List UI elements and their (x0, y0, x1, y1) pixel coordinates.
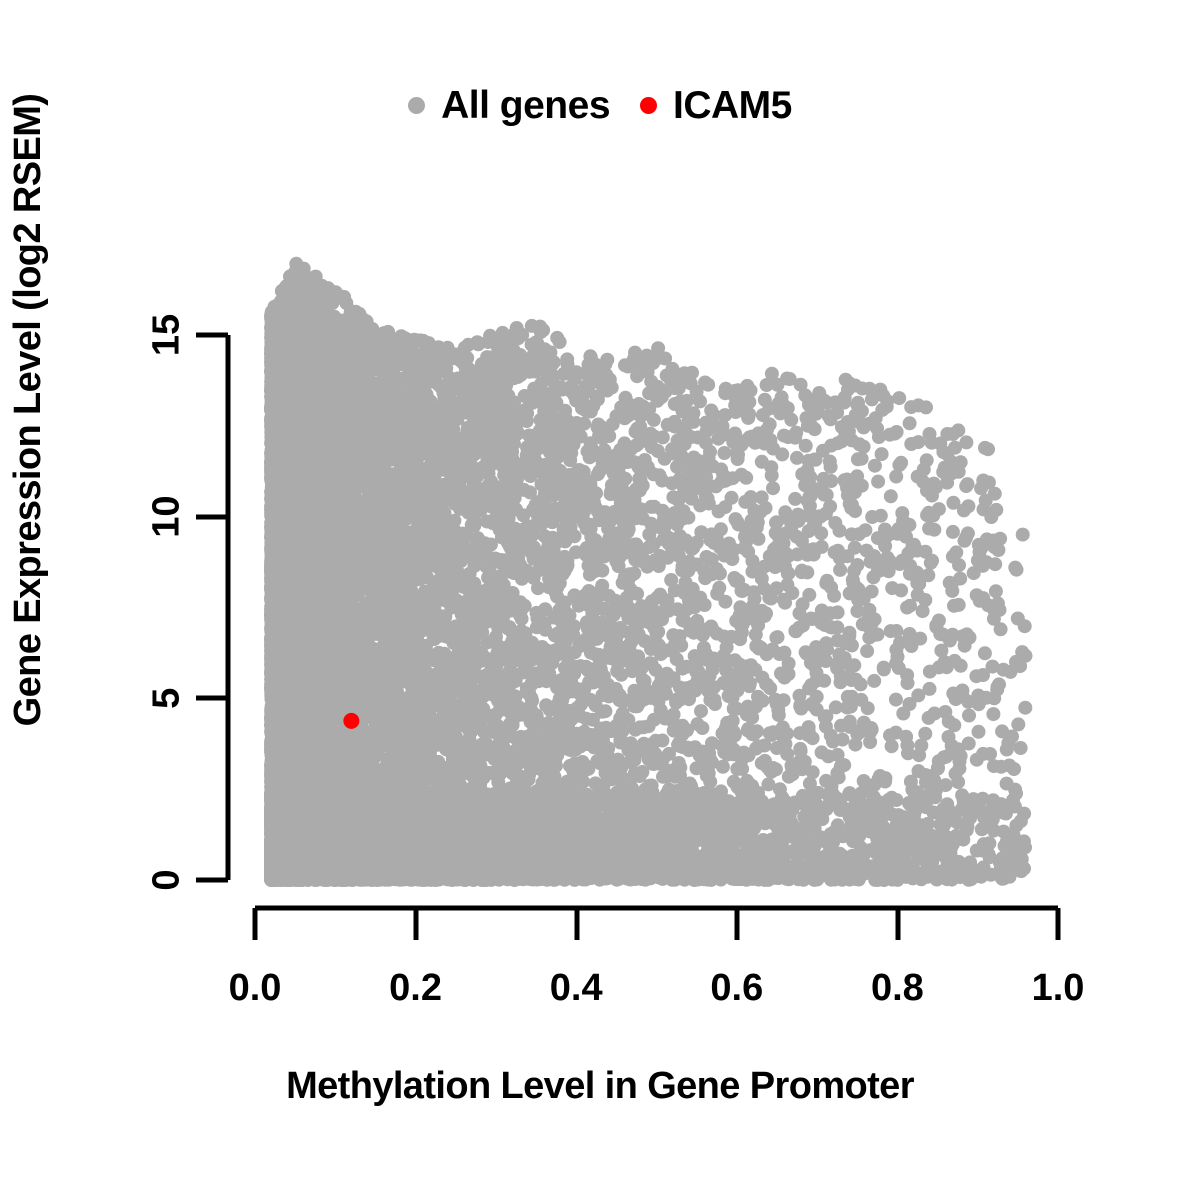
legend-item-icam5: ICAM5 (640, 86, 792, 125)
legend-marker-circle-icon (640, 97, 658, 114)
y-tick-label: 15 (145, 314, 187, 356)
x-tick-label: 0.0 (229, 967, 282, 1009)
legend-label-icam5: ICAM5 (673, 84, 792, 127)
x-axis-tick-labels: 0.0 0.2 0.4 0.6 0.8 1.0 (229, 967, 1085, 1009)
data-points-layer (264, 256, 1033, 887)
legend-label-all-genes: All genes (441, 84, 611, 127)
x-axis-title: Methylation Level in Gene Promoter (286, 1065, 914, 1107)
y-tick-label: 5 (145, 688, 187, 709)
y-tick-label: 0 (145, 869, 187, 890)
x-tick-label: 0.6 (710, 967, 763, 1009)
legend-marker-circle-icon (408, 97, 426, 114)
x-tick-label: 1.0 (1032, 967, 1085, 1009)
x-axis-line (252, 905, 1061, 940)
y-tick-label: 10 (145, 496, 187, 538)
x-tick-label: 0.8 (871, 967, 924, 1009)
legend: All genes ICAM5 (0, 86, 1200, 125)
icam5-data-point (343, 712, 360, 729)
y-axis-line (196, 332, 231, 883)
x-tick-label: 0.2 (389, 967, 442, 1009)
highlight-points-layer (343, 712, 360, 729)
x-tick-label: 0.4 (550, 967, 603, 1009)
y-axis-tick-labels: 0 5 10 15 (145, 314, 187, 891)
legend-item-all-genes: All genes (408, 84, 611, 127)
